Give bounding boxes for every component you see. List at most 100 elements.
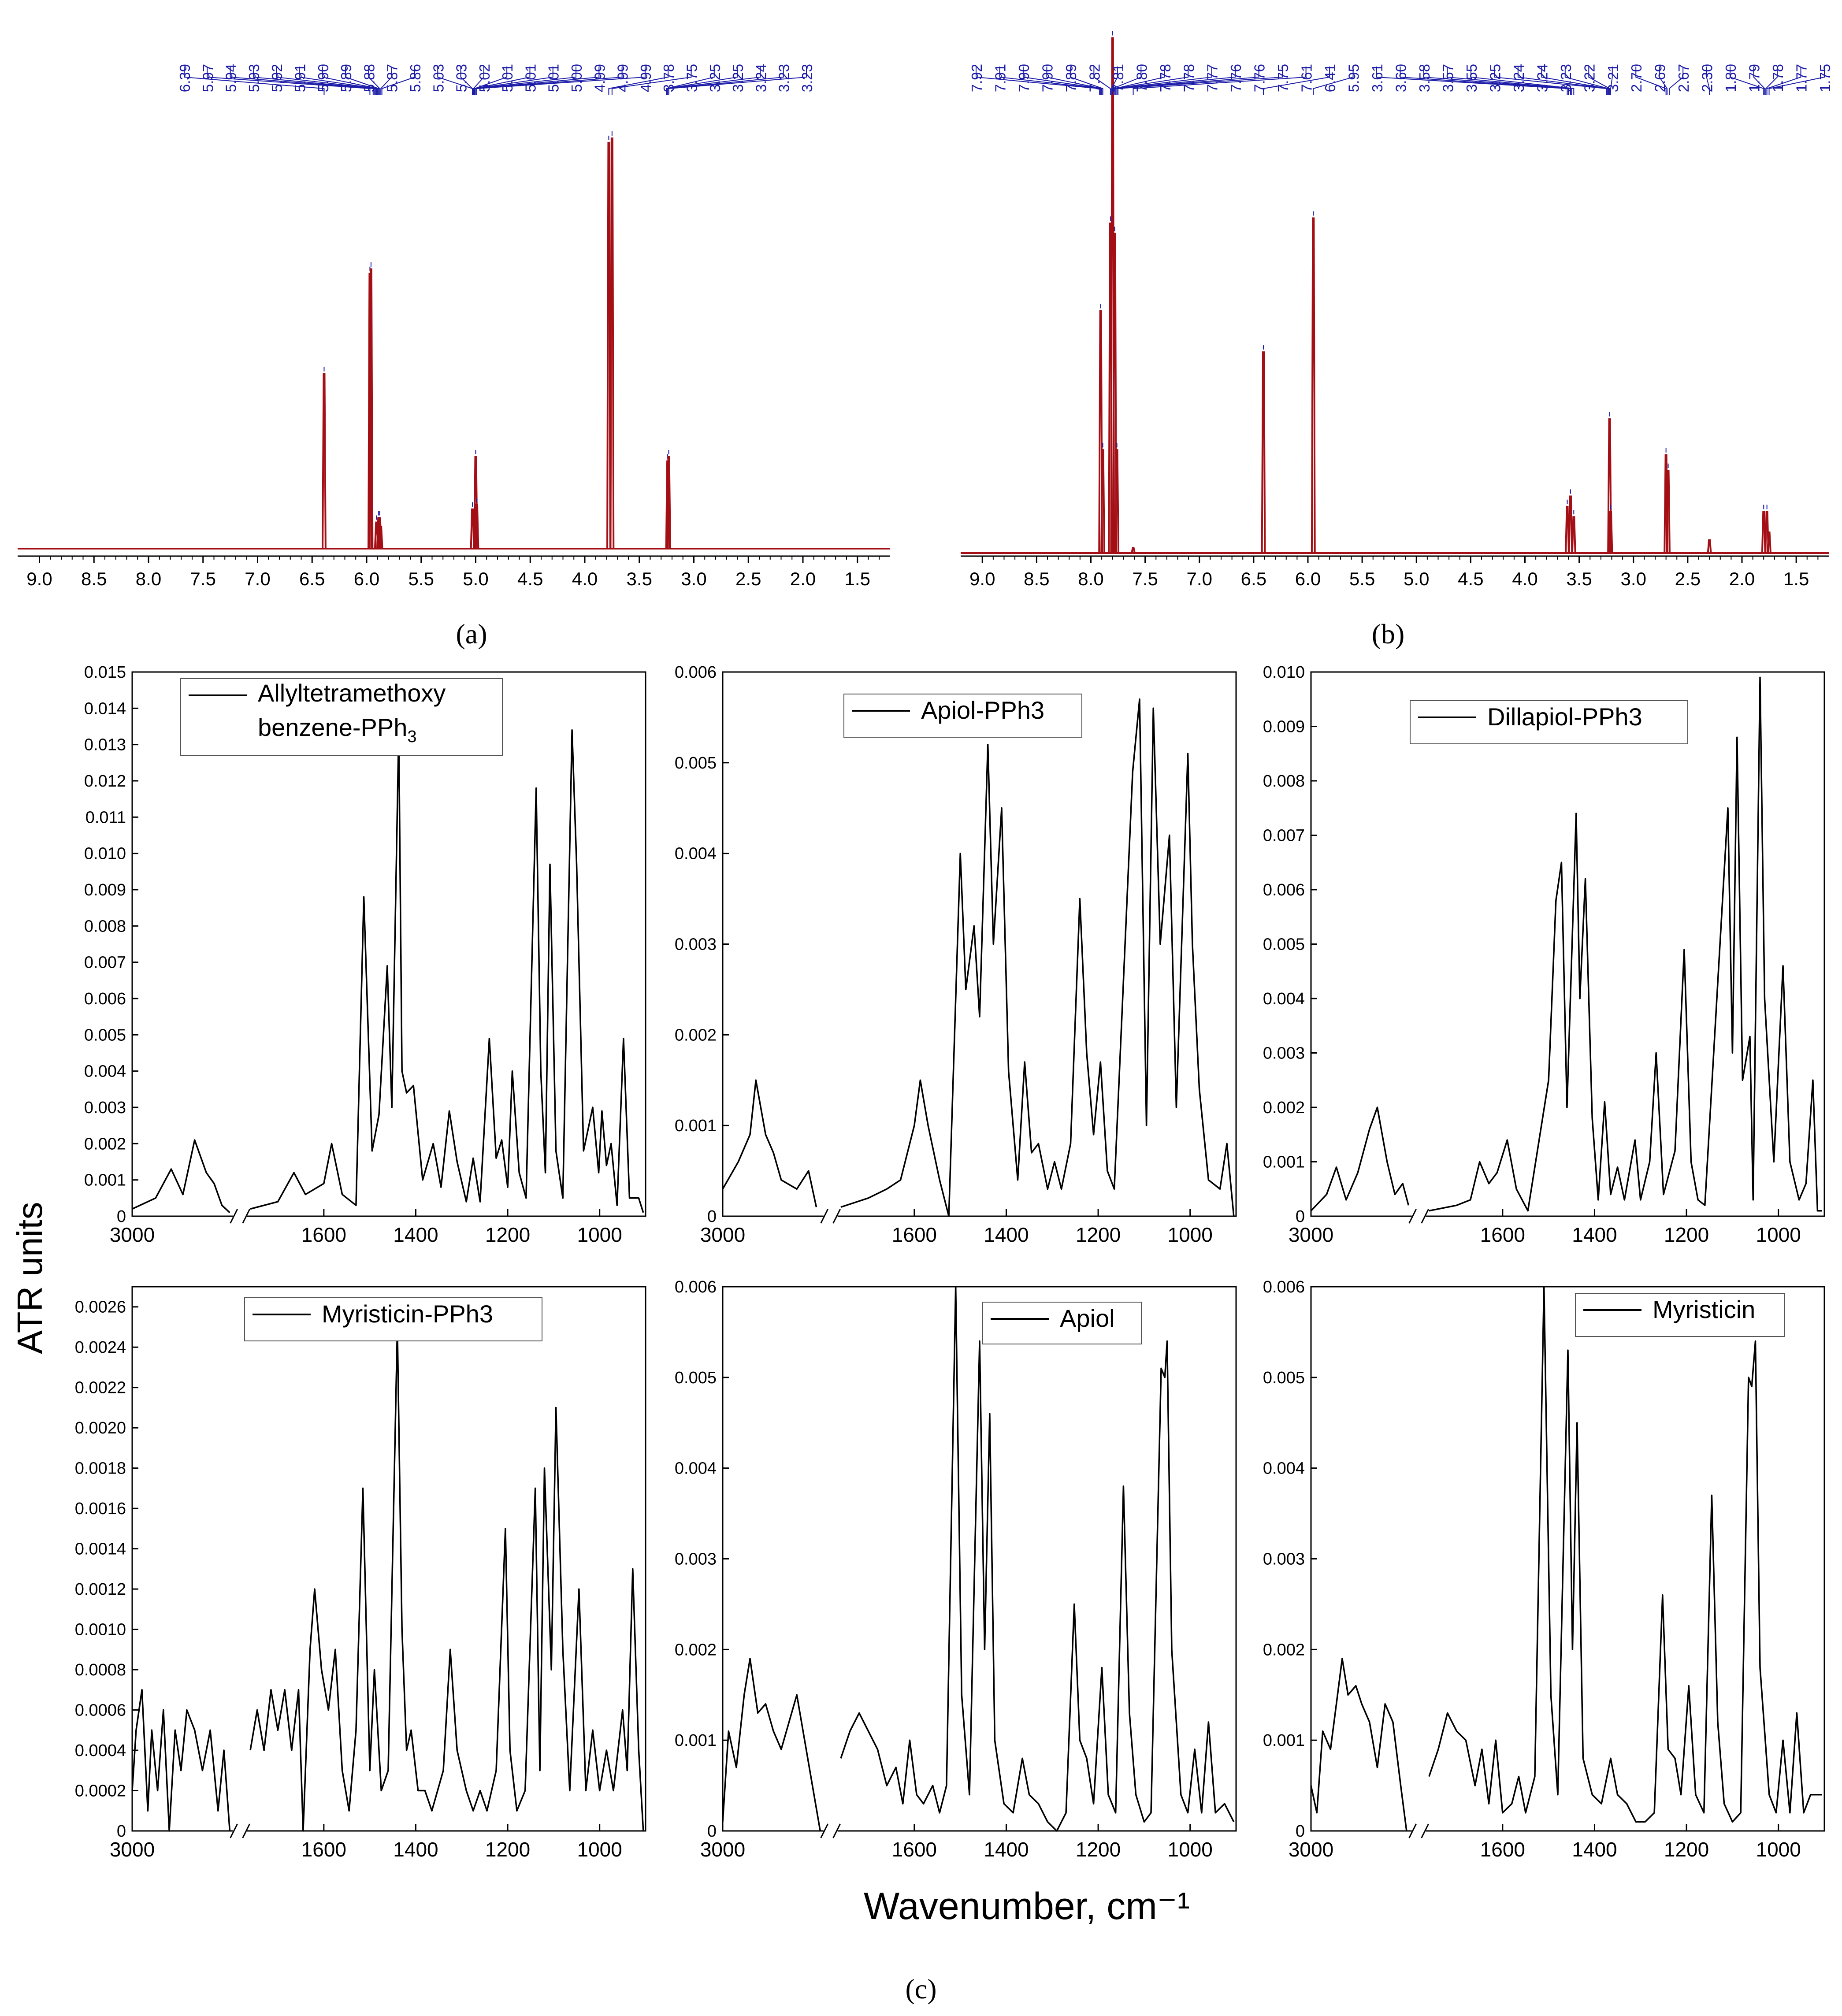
x-tick-label: 8.0	[1078, 568, 1103, 589]
peak-label-leader	[322, 67, 378, 95]
x-tick-label: 3000	[700, 1838, 745, 1861]
y-tick-label: 0	[117, 1822, 126, 1841]
axis-break-mark	[832, 1823, 841, 1838]
ir-series-high-wavenumber	[132, 1139, 230, 1214]
peak-label-leader	[1494, 67, 1607, 95]
y-tick-label: 0	[707, 1822, 717, 1841]
axis-break-mark	[242, 1823, 250, 1838]
peak-label-leader	[1046, 67, 1103, 95]
x-tick-label: 8.0	[136, 568, 161, 589]
y-tick-label: 0.004	[1263, 1459, 1305, 1478]
y-tick-label: 0.002	[675, 1026, 717, 1044]
ir-series-fingerprint	[1429, 676, 1822, 1212]
ir-series-fingerprint	[250, 729, 644, 1213]
x-tick-label: 1400	[393, 1838, 438, 1861]
plot-frame	[131, 1286, 646, 1832]
peak-label-leader	[473, 67, 484, 95]
y-tick-label: 0.001	[1263, 1153, 1305, 1172]
ir-series-high-wavenumber	[1310, 1106, 1409, 1211]
y-tick-label: 0.0010	[75, 1621, 126, 1639]
peak-label-leader	[345, 67, 379, 95]
nmr-peak	[1707, 539, 1712, 553]
x-tick-label: 3000	[110, 1223, 155, 1246]
x-tick-label: 3.0	[681, 568, 706, 589]
legend-label: Dillapiol-PPh3	[1487, 703, 1642, 731]
y-tick-label: 0.002	[1263, 1641, 1305, 1659]
axis-break-gap	[823, 1823, 838, 1839]
y-tick-label: 0	[1296, 1207, 1305, 1226]
y-tick-label: 0.0016	[75, 1500, 126, 1518]
ir-series-high-wavenumber	[1310, 1658, 1407, 1831]
peak-label-leader	[1111, 67, 1118, 95]
x-tick-label: 1200	[1076, 1838, 1121, 1861]
legend-box	[1410, 700, 1688, 744]
y-tick-label: 0.005	[675, 754, 717, 772]
y-tick-label: 0.006	[675, 1278, 717, 1296]
x-tick-label: 1600	[301, 1838, 346, 1861]
y-tick-label: 0.006	[1263, 1278, 1305, 1296]
y-tick-label: 0.014	[84, 699, 126, 718]
y-tick-label: 0.0004	[75, 1741, 126, 1760]
x-tick-label: 9.0	[969, 568, 995, 589]
nmr-peak	[1767, 531, 1771, 553]
peak-label-leader	[1093, 67, 1111, 95]
x-tick-label: 4.0	[572, 568, 598, 589]
x-tick-label: 3.5	[627, 568, 652, 589]
y-tick-label: 0.002	[675, 1641, 717, 1659]
y-tick-label: 0.001	[1263, 1731, 1305, 1750]
peak-label-leader	[1470, 67, 1575, 95]
y-tick-label: 0.003	[1263, 1550, 1305, 1569]
peak-label-leader	[1313, 67, 1354, 95]
peak-label: 2.70	[1628, 64, 1645, 92]
peak-label-leader	[1588, 67, 1610, 95]
peak-label-leader	[1114, 67, 1189, 95]
x-tick-label: 2.0	[790, 568, 816, 589]
axis-break-mark	[230, 1209, 238, 1224]
x-tick-label: 8.5	[81, 568, 107, 589]
y-tick-label: 0.015	[84, 663, 126, 682]
x-tick-label: 8.5	[1024, 568, 1049, 589]
peak-label-leader	[1730, 67, 1764, 95]
peak-label-leader	[1116, 67, 1259, 95]
y-tick-label: 0.006	[84, 990, 126, 1008]
y-tick-label: 0.007	[84, 954, 126, 972]
x-tick-label: 2.5	[1675, 568, 1701, 589]
nmr-peak	[1565, 505, 1570, 553]
nmr-spectrum-a: 9.0 8.5 8.0 7.5 7.0 6.5 6.0 5.5 5.0 4.5 4.0 3.5 3.0 2…	[18, 64, 890, 589]
nmr-peak	[368, 268, 374, 549]
ir-series-fingerprint	[249, 1326, 644, 1832]
x-tick-label: 3000	[1289, 1838, 1333, 1861]
y-tick-label: 0.012	[84, 772, 126, 791]
peak-label-leader	[666, 67, 738, 95]
y-tick-label: 0.006	[1263, 881, 1305, 899]
legend-box	[1575, 1293, 1785, 1337]
x-tick-label: 1200	[1664, 1223, 1709, 1246]
x-tick-label: 1.5	[845, 568, 870, 589]
y-tick-label: 0.006	[675, 663, 717, 682]
peak-label-leader	[1376, 67, 1568, 95]
peak-label: 3.23	[1558, 64, 1574, 92]
peak-label: 5.97	[200, 64, 216, 92]
x-tick-label: 1200	[1076, 1223, 1121, 1246]
axis-break-gap	[1411, 1823, 1426, 1839]
nmr-peak	[470, 508, 475, 549]
peak-label-leader	[1706, 67, 1710, 95]
peak-label-leader	[381, 67, 415, 95]
y-tick-label: 0.004	[84, 1062, 126, 1081]
peak-label-leader	[608, 67, 669, 95]
nmr-peak	[1568, 495, 1573, 553]
peak-label: 3.21	[1605, 64, 1621, 92]
peak-label: 5.01	[499, 64, 516, 92]
legend-box	[843, 694, 1082, 738]
y-tick-label: 0.0020	[75, 1419, 126, 1437]
axis-break-mark	[1408, 1209, 1417, 1224]
axis-break-gap	[823, 1208, 838, 1224]
peak-label-leader	[1263, 67, 1330, 95]
legend-label: benzene-PPh3	[258, 713, 417, 746]
axis-break-gap	[233, 1823, 247, 1839]
y-tick-label: 0.0002	[75, 1782, 126, 1801]
x-tick-label: 3000	[110, 1838, 155, 1861]
y-tick-label: 0.001	[675, 1117, 717, 1135]
legend-label: Allyltetramethoxy	[258, 679, 446, 707]
axis-break-mark	[242, 1209, 250, 1224]
